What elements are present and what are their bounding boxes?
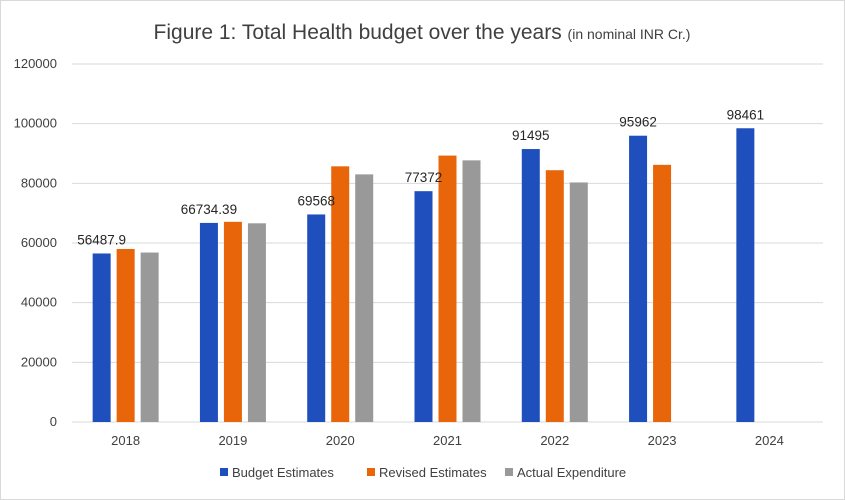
bar-budget-estimates-2019 — [199, 222, 218, 422]
x-tick-label: 2021 — [433, 433, 462, 448]
bar-budget-estimates-2023 — [629, 135, 648, 422]
bar-actual-expenditure-2021 — [462, 160, 481, 422]
bar-revised-estimates-2018 — [116, 248, 135, 422]
legend-label: Budget Estimates — [232, 465, 334, 480]
data-label: 56487.9 — [77, 232, 126, 247]
x-tick-label: 2023 — [648, 433, 677, 448]
data-label: 77372 — [405, 170, 443, 185]
x-tick-label: 2020 — [326, 433, 355, 448]
y-tick-label: 60000 — [21, 235, 57, 250]
bar-budget-estimates-2020 — [307, 214, 326, 422]
y-tick-label: 0 — [50, 414, 57, 429]
x-tick-label: 2024 — [755, 433, 784, 448]
x-tick-label: 2019 — [218, 433, 247, 448]
bar-budget-estimates-2024 — [736, 128, 755, 422]
data-labels: 56487.9 66734.39 69568 77372 91495 95962 98461 — [77, 107, 764, 247]
bar-actual-expenditure-2020 — [355, 174, 374, 422]
bar-actual-expenditure-2019 — [247, 223, 266, 422]
legend-label: Revised Estimates — [379, 465, 487, 480]
data-label: 91495 — [512, 128, 550, 143]
chart-title: Figure 1: Total Health budget over the y… — [154, 21, 691, 44]
y-axis-ticks: 0 20000 40000 60000 80000 100000 120000 — [14, 56, 57, 429]
y-tick-label: 120000 — [14, 56, 57, 71]
legend-label: Actual Expenditure — [517, 465, 626, 480]
bar-budget-estimates-2022 — [521, 149, 540, 422]
data-label: 95962 — [619, 115, 657, 130]
data-label: 69568 — [297, 193, 335, 208]
x-tick-label: 2018 — [111, 433, 140, 448]
data-label: 98461 — [727, 107, 765, 122]
y-tick-label: 80000 — [21, 175, 57, 190]
legend-swatch — [505, 468, 513, 476]
legend-swatch — [220, 468, 228, 476]
x-axis-ticks: 2018 2019 2020 2021 2022 2023 2024 — [111, 433, 784, 448]
legend: Budget Estimates Revised Estimates Actual … — [220, 465, 626, 480]
chart-subtitle: (in nominal INR Cr.) — [568, 26, 691, 42]
y-tick-label: 20000 — [21, 354, 57, 369]
bar-actual-expenditure-2018 — [140, 252, 159, 422]
bar-revised-estimates-2021 — [438, 155, 457, 423]
x-tick-label: 2022 — [540, 433, 569, 448]
bar-revised-estimates-2020 — [331, 166, 350, 422]
bar-budget-estimates-2021 — [414, 191, 433, 422]
y-tick-label: 100000 — [14, 116, 57, 131]
bar-revised-estimates-2019 — [223, 221, 242, 422]
chart-title-main: Figure 1: Total Health budget over the y… — [154, 21, 568, 44]
bar-budget-estimates-2018 — [92, 253, 111, 422]
bar-revised-estimates-2022 — [545, 170, 564, 422]
y-tick-label: 40000 — [21, 295, 57, 310]
bar-revised-estimates-2023 — [653, 164, 672, 422]
bar-actual-expenditure-2022 — [569, 182, 588, 422]
bars — [92, 128, 755, 423]
data-label: 66734.39 — [181, 202, 237, 217]
legend-swatch — [367, 468, 375, 476]
